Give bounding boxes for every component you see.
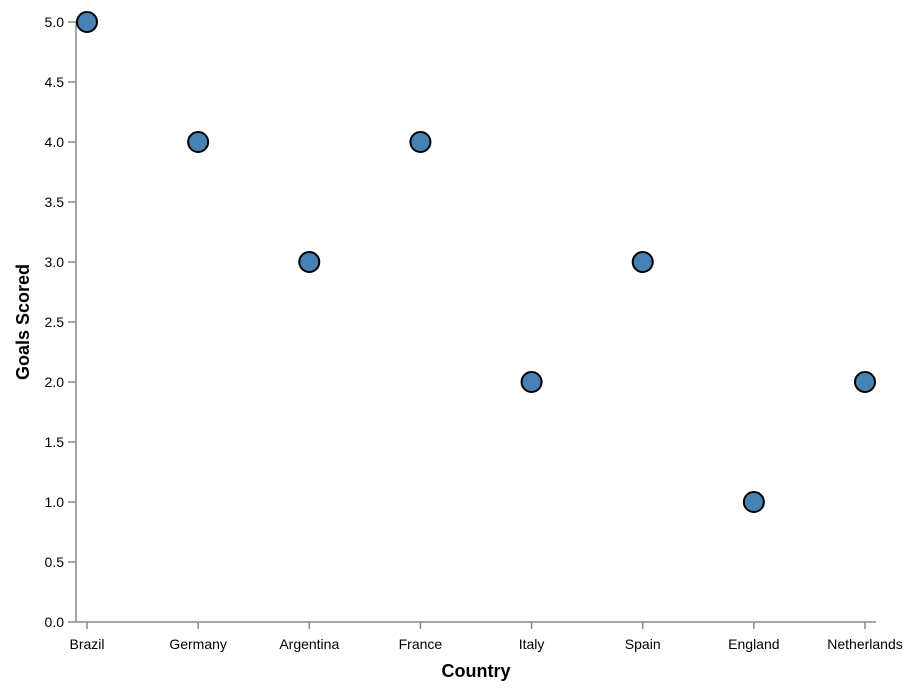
y-tick-label: 4.0 <box>45 134 65 150</box>
data-point <box>631 251 654 273</box>
data-points <box>76 11 876 513</box>
y-tick-label: 2.0 <box>45 374 65 390</box>
x-tick-label: Italy <box>519 636 545 652</box>
x-tick-label: Germany <box>169 636 227 652</box>
x-tick-label: France <box>399 636 443 652</box>
y-tick-label: 1.5 <box>45 434 65 450</box>
y-tick-label: 3.0 <box>45 254 65 270</box>
data-point <box>76 11 98 33</box>
y-axis: 0.0 0.5 1.0 1.5 2.0 2.5 3.0 3.5 4.0 4.5 5.0 <box>45 14 77 630</box>
y-tick-label: 0.0 <box>45 614 65 630</box>
data-point <box>854 371 876 393</box>
x-tick-label: Brazil <box>69 636 104 652</box>
x-tick-label: Spain <box>625 636 661 652</box>
y-tick-label: 0.5 <box>45 554 65 570</box>
y-tick-label: 5.0 <box>45 14 65 30</box>
x-tick-label: Netherlands <box>827 636 903 652</box>
data-point <box>298 251 321 273</box>
y-tick-label: 1.0 <box>45 494 65 510</box>
y-tick-label: 3.5 <box>45 194 65 210</box>
data-point <box>742 491 765 513</box>
y-axis-title: Goals Scored <box>13 264 33 380</box>
data-point <box>187 131 210 153</box>
x-tick-label: England <box>728 636 779 652</box>
x-axis: Brazil Germany Argentina France Italy Spain En… <box>69 621 903 652</box>
x-tick-label: Argentina <box>279 636 339 652</box>
data-point <box>520 371 543 393</box>
data-point <box>409 131 432 153</box>
y-tick-label: 2.5 <box>45 314 65 330</box>
y-tick-label: 4.5 <box>45 74 65 90</box>
x-axis-title: Country <box>442 661 511 681</box>
